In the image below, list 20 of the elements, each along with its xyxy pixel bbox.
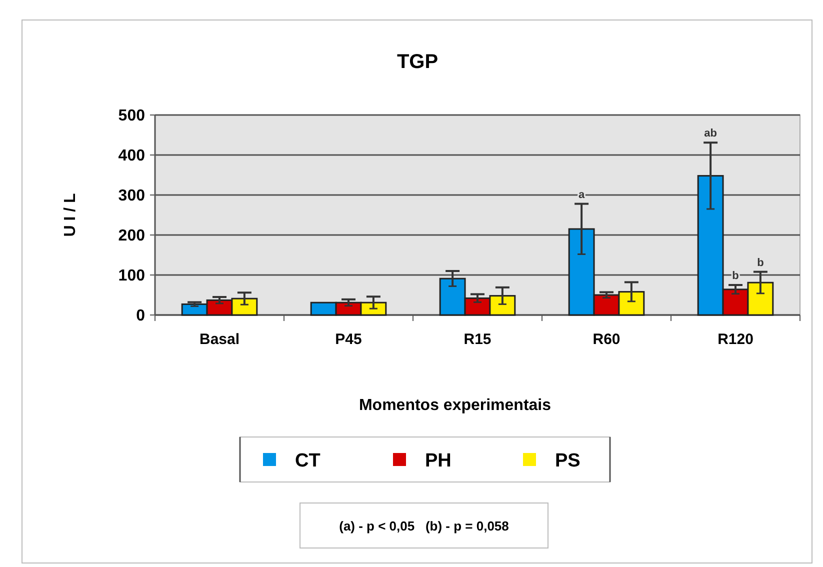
x-tick-label: Basal: [199, 331, 240, 348]
x-tick-label: R15: [464, 331, 492, 348]
y-tick-label: 400: [118, 148, 146, 165]
annotation: ab: [704, 128, 718, 140]
chart-title: TGP: [396, 51, 438, 73]
x-tick-label: R120: [718, 331, 754, 348]
y-axis-title: U I / L: [62, 193, 79, 237]
x-tick-label: P45: [335, 331, 362, 348]
annotation: b: [757, 256, 764, 269]
text: (a) - p < 0,05 (b) - p = 0,058: [339, 518, 509, 534]
legend-label: CT: [295, 450, 321, 472]
legend-label: PS: [555, 450, 580, 472]
y-tick-label: 300: [118, 188, 146, 205]
y-tick-label: 100: [118, 268, 146, 285]
x-tick-label: R60: [592, 331, 620, 348]
y-tick-label: 0: [136, 308, 146, 325]
y-tick-label: 500: [118, 108, 146, 125]
legend-label: PH: [425, 450, 452, 472]
y-tick-label: 200: [118, 228, 146, 245]
x-axis-title: Momentos experimentais: [358, 397, 552, 414]
